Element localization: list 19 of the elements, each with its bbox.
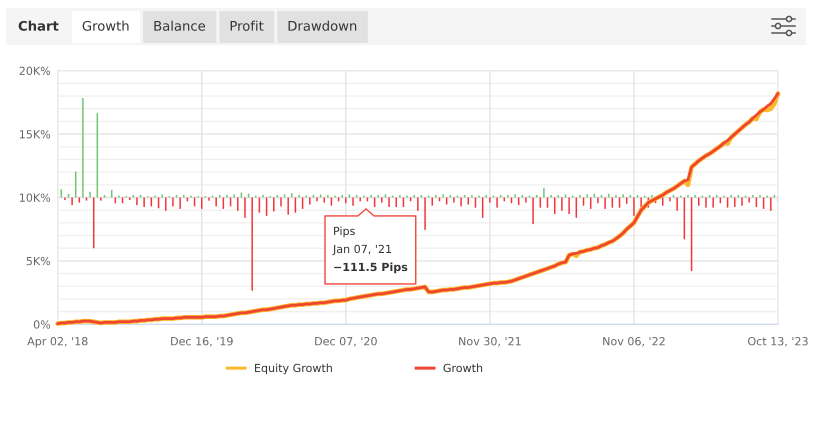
x-tick-label: Nov 30, '21 <box>459 336 521 347</box>
y-tick-label: 20K% <box>20 66 50 76</box>
text: Drawdown <box>288 20 356 31</box>
text: Growth <box>82 20 129 31</box>
y-tick-label: 5K% <box>26 256 50 266</box>
text: Balance <box>154 20 206 31</box>
y-tick-label: 10K% <box>20 193 50 202</box>
annotation: Pips Jan 07, '21 −111.5 Pips <box>332 226 408 274</box>
y-tick-label: 15K% <box>20 130 50 138</box>
legend-label: Growth <box>443 364 482 372</box>
legend-label: Equity Growth <box>255 364 332 374</box>
x-tick-label: Dec 07, '20 <box>315 336 377 347</box>
text: Profit <box>230 20 264 31</box>
x-tick-label: Oct 13, '23 <box>748 336 808 347</box>
y-tick-label: 0% <box>34 320 50 329</box>
x-tick-label: Apr 02, '18 <box>27 336 88 348</box>
x-tick-label: Nov 06, '22 <box>603 336 665 347</box>
text: Chart <box>18 20 58 31</box>
x-tick-label: Dec 16, '19 <box>171 336 233 347</box>
